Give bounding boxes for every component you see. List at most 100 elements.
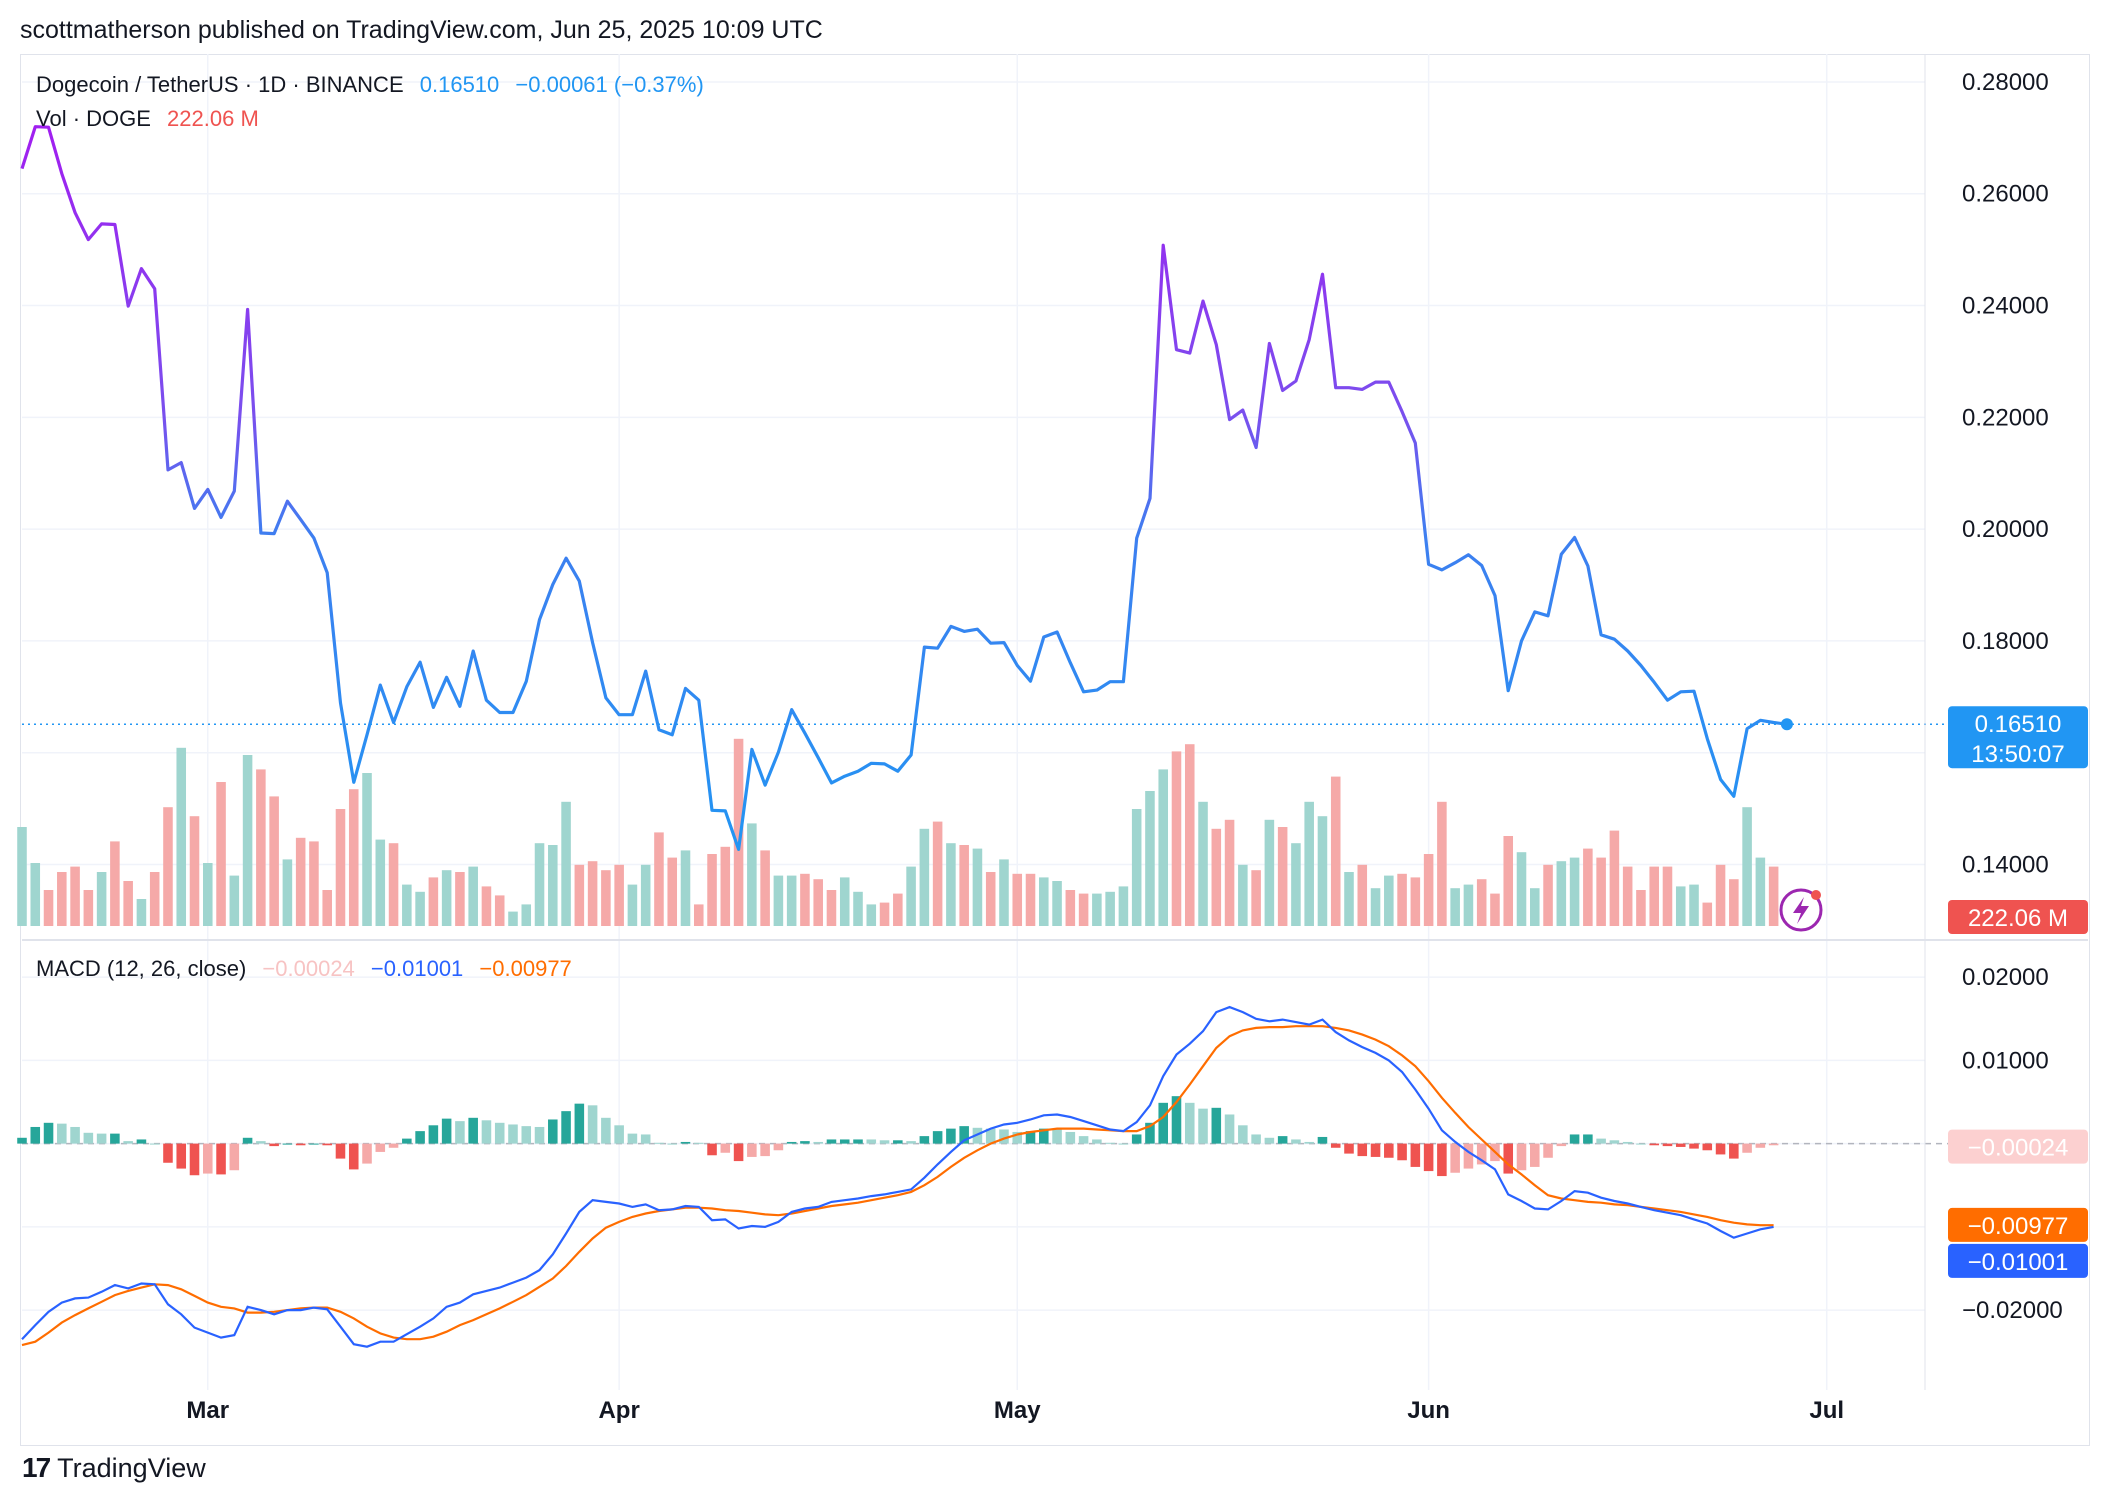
volume-bar	[189, 816, 200, 926]
macd-histogram-bar	[601, 1117, 611, 1144]
volume-bar	[747, 823, 757, 926]
tradingview-logo-icon: 17	[22, 1452, 51, 1483]
macd-line[interactable]	[21, 1005, 1774, 1348]
volume-legend[interactable]: Vol · DOGE 222.06 M	[36, 106, 269, 132]
publisher-line: scottmatherson published on TradingView.…	[20, 16, 823, 44]
volume-bar	[110, 841, 120, 926]
macd-histogram-bar	[1211, 1107, 1222, 1144]
volume-bar	[548, 845, 558, 926]
volume-bar	[163, 807, 173, 926]
volume-badge-bg	[1948, 900, 2088, 934]
price-tick-label: 0.18000	[1962, 628, 2049, 655]
volume-bar	[309, 841, 319, 926]
macd-histogram-bar	[733, 1143, 744, 1162]
signal-line[interactable]	[21, 1025, 1774, 1347]
macd-histogram-bar	[1675, 1143, 1686, 1147]
macd-histogram-bar	[1131, 1134, 1142, 1144]
volume-bar	[1437, 801, 1447, 926]
macd-histogram-bar	[468, 1117, 478, 1144]
volume-bar	[1583, 848, 1593, 926]
x-tick-label: May	[994, 1397, 1041, 1424]
macd-histogram-bar	[773, 1143, 784, 1151]
macd-histogram-bar	[813, 1141, 823, 1144]
volume-bar	[1291, 843, 1301, 926]
macd-histogram-bar	[786, 1141, 797, 1144]
macd-histogram-bar	[57, 1123, 67, 1144]
macd-histogram-bar	[640, 1134, 651, 1144]
macd-histogram-bar	[1543, 1143, 1553, 1158]
price-line-path[interactable]	[20, 125, 1788, 851]
volume-bar	[1145, 791, 1155, 926]
macd-histogram-bar	[893, 1140, 903, 1144]
volume-bar	[335, 809, 346, 926]
macd-histogram-bar	[70, 1126, 80, 1144]
macd-histogram-bar	[17, 1137, 27, 1144]
macd-histogram-bar	[1330, 1143, 1341, 1148]
macd-histogram-bar	[1277, 1136, 1288, 1144]
tradingview-brand[interactable]: 17 TradingView	[22, 1452, 206, 1484]
volume-bar	[1636, 890, 1646, 926]
volume-bar	[1543, 864, 1553, 926]
volume-bar	[521, 904, 532, 926]
volume-bar	[295, 837, 306, 926]
volume-bar	[1423, 854, 1434, 926]
volume-bar	[946, 843, 956, 926]
x-tick-label: Jun	[1407, 1397, 1450, 1424]
macd-histogram-bar	[1689, 1143, 1699, 1149]
macd-histogram-bar	[1171, 1096, 1182, 1144]
macd-histogram-bar	[919, 1136, 930, 1144]
macd-histogram-bar	[1198, 1108, 1208, 1144]
macd-histogram-bar	[1569, 1134, 1580, 1144]
macd-histogram-bar	[1702, 1143, 1713, 1151]
volume-bar	[176, 747, 187, 926]
volume-bar	[800, 873, 810, 926]
lightning-icon[interactable]	[1779, 888, 1823, 932]
price-scale-badges: 0.16510 13:50:07 222.06 M −0.00024 −0.00977 −…	[1948, 706, 2088, 1278]
volume-bar	[1463, 884, 1474, 926]
macd-histogram-bar	[1078, 1136, 1089, 1144]
macd-histogram-bar	[256, 1141, 266, 1144]
macd-legend[interactable]: MACD (12, 26, close) −0.00024 −0.01001 −…	[36, 956, 582, 982]
volume-bar	[932, 821, 943, 926]
volume-bar	[96, 872, 107, 926]
price-badge-bg	[1948, 706, 2088, 769]
macd-histogram-bar	[1105, 1142, 1115, 1144]
volume-bar	[1330, 776, 1341, 926]
volume-bar	[83, 890, 94, 926]
macd-histogram-bar	[1317, 1136, 1328, 1144]
volume-bar	[1171, 751, 1182, 926]
volume-bar	[813, 879, 823, 926]
price-tick-label: 0.20000	[1962, 516, 2049, 543]
volume-bar	[1397, 873, 1407, 926]
macd-histogram-bar	[1609, 1140, 1620, 1144]
macd-histogram-bar	[441, 1118, 452, 1144]
volume-bar	[534, 843, 545, 926]
volume-bar	[1344, 872, 1354, 926]
macd-histogram-bar	[1370, 1143, 1381, 1157]
volume-bar	[1052, 881, 1062, 926]
macd-histogram-bar	[866, 1139, 877, 1144]
volume-bar	[1530, 888, 1540, 926]
volume-bar	[1211, 828, 1222, 926]
macd-histogram-bar	[760, 1143, 770, 1157]
macd-tick-label: 0.02000	[1962, 964, 2049, 991]
macd-histogram-bar	[1463, 1143, 1474, 1169]
volume-bar	[455, 872, 465, 926]
macd-histogram-bar	[693, 1142, 704, 1144]
volume-bar	[322, 890, 332, 926]
macd-histogram-bar	[402, 1138, 412, 1144]
volume-bar	[348, 789, 359, 926]
macd-histogram-bar	[972, 1127, 983, 1144]
price-badge: 0.16510 13:50:07	[1948, 706, 2088, 769]
macd-histogram-bar	[335, 1143, 346, 1159]
macd-signal-value: −0.00977	[479, 956, 572, 981]
symbol-legend[interactable]: Dogecoin / TetherUS · 1D · BINANCE 0.165…	[36, 72, 714, 98]
price-tick-label: 0.24000	[1962, 293, 2049, 320]
volume-bar	[388, 843, 399, 926]
volume-bar	[680, 850, 691, 926]
volume-bar	[203, 863, 213, 926]
macd-histogram-bar	[747, 1143, 757, 1157]
volume-bar	[1556, 861, 1567, 926]
volume-bar	[1012, 873, 1023, 926]
